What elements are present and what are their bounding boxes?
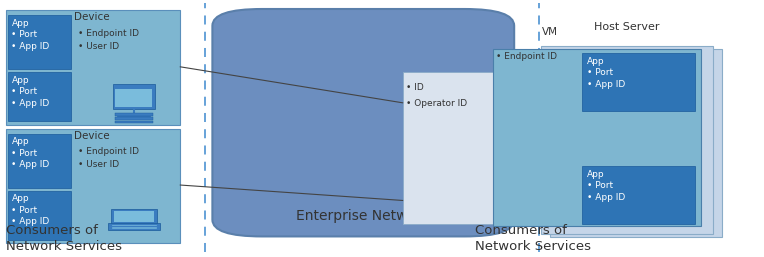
Bar: [6, 10, 180, 125]
Text: App
• Port
• App ID: App • Port • App ID: [587, 57, 625, 89]
FancyBboxPatch shape: [212, 9, 514, 236]
Bar: [550, 49, 722, 237]
Bar: [8, 72, 71, 121]
Text: Consumers of
Network Services: Consumers of Network Services: [6, 224, 122, 253]
Bar: [8, 15, 71, 69]
Text: VM: VM: [542, 27, 558, 37]
Text: • Endpoint ID
• User ID: • Endpoint ID • User ID: [78, 147, 139, 169]
Bar: [115, 117, 153, 120]
Bar: [115, 113, 153, 116]
Bar: [108, 223, 160, 230]
Bar: [114, 212, 154, 223]
Bar: [403, 72, 493, 224]
Bar: [115, 89, 152, 107]
Bar: [582, 166, 695, 224]
Bar: [115, 121, 153, 123]
Text: App
• Port
• App ID: App • Port • App ID: [11, 137, 50, 169]
Text: Enterprise Network: Enterprise Network: [296, 209, 430, 223]
Text: Device: Device: [74, 131, 109, 141]
Bar: [8, 134, 71, 188]
Bar: [493, 49, 701, 226]
Bar: [541, 46, 713, 234]
Text: Device: Device: [74, 13, 109, 22]
Text: Host Server: Host Server: [594, 22, 659, 32]
Bar: [582, 53, 695, 111]
Text: App
• Port
• App ID: App • Port • App ID: [11, 194, 50, 226]
Text: App
• Port
• App ID: App • Port • App ID: [587, 170, 625, 202]
Bar: [8, 191, 71, 240]
Text: • Endpoint ID
• User ID: • Endpoint ID • User ID: [78, 29, 139, 51]
Bar: [111, 209, 157, 224]
Bar: [113, 84, 154, 109]
Text: • Endpoint ID: • Endpoint ID: [496, 52, 557, 61]
Bar: [6, 128, 180, 243]
Text: App
• Port
• App ID: App • Port • App ID: [11, 19, 50, 51]
Text: App
• Port
• App ID: App • Port • App ID: [11, 76, 50, 108]
Text: Consumers of
Network Services: Consumers of Network Services: [475, 224, 591, 253]
Text: • ID
• Operator ID: • ID • Operator ID: [406, 82, 467, 108]
